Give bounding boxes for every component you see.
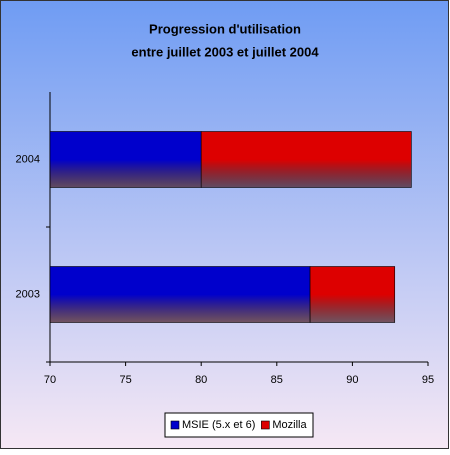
- bar-segment: [49, 131, 202, 188]
- bar-segment: [200, 131, 412, 188]
- bar-segment: [49, 266, 311, 323]
- x-tick-label: 70: [44, 374, 56, 386]
- x-tick-label: 85: [271, 374, 283, 386]
- x-tick-label: 75: [119, 374, 131, 386]
- legend: MSIE (5.x et 6) Mozilla: [164, 412, 314, 438]
- legend-box: [164, 412, 314, 438]
- x-tick-label: 80: [195, 374, 207, 386]
- chart-subtitle: entre juillet 2003 et juillet 2004: [131, 44, 319, 59]
- x-tick-label: 90: [346, 374, 358, 386]
- y-tick-label: 2004: [16, 153, 40, 165]
- legend-label: MSIE (5.x et 6): [182, 419, 255, 431]
- legend-label: Mozilla: [272, 419, 307, 431]
- bar-segment: [309, 266, 396, 323]
- legend-swatch: [261, 420, 270, 430]
- y-tick-label: 2003: [16, 288, 40, 300]
- chart-title: Progression d'utilisation: [149, 21, 301, 36]
- legend-swatch: [170, 420, 180, 430]
- x-tick-label: 95: [422, 374, 434, 386]
